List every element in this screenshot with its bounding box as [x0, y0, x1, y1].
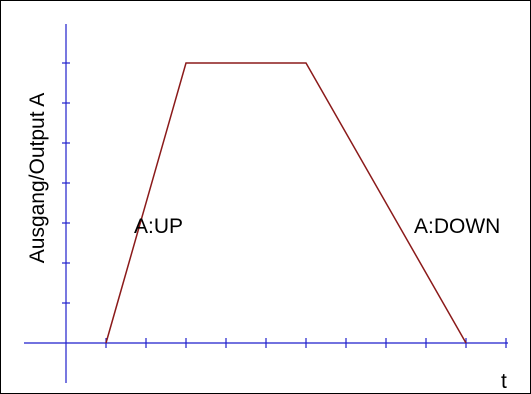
axes [24, 24, 508, 383]
y-axis-label: Ausgang/Output A [26, 93, 49, 263]
series-line-output-a [105, 62, 467, 344]
x-ticks [105, 338, 507, 348]
y-ticks [62, 62, 70, 304]
annotation-down: A:DOWN [414, 215, 500, 238]
x-axis-label: t [501, 370, 507, 393]
annotation-up: A:UP [134, 215, 183, 238]
